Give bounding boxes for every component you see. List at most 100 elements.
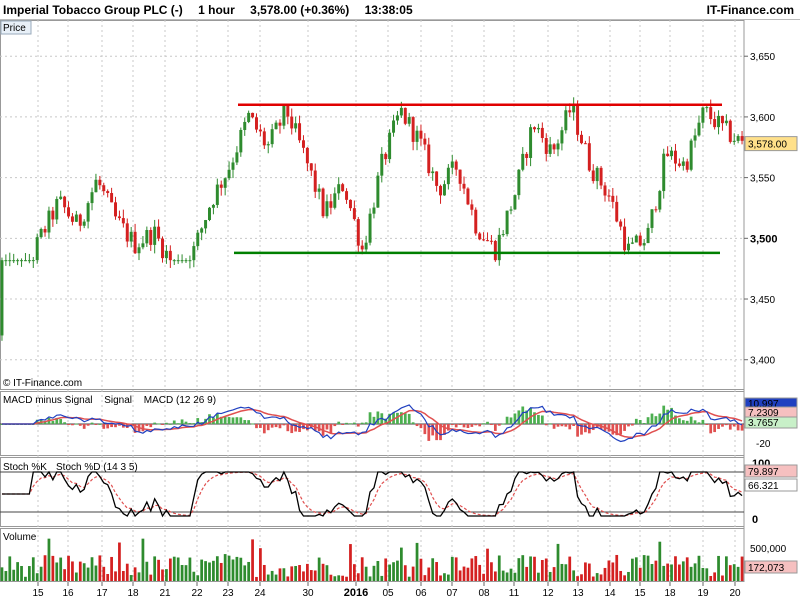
- candle-body: [74, 214, 78, 222]
- volume-bar: [121, 571, 125, 581]
- candle-body: [43, 229, 47, 233]
- candle-body: [67, 207, 71, 217]
- candle-body: [321, 188, 325, 217]
- macd-hist-bar: [548, 423, 552, 425]
- candle-body: [4, 260, 8, 262]
- candle-body: [356, 219, 360, 246]
- volume-bar: [490, 562, 493, 581]
- candle-body: [133, 231, 137, 254]
- macd-hist-bar: [294, 424, 298, 432]
- macd-hist-bar: [466, 424, 470, 428]
- volume-bar: [697, 555, 701, 581]
- macd-hist-bar: [196, 418, 200, 424]
- volume-bar: [685, 557, 689, 581]
- volume-bar: [274, 574, 278, 581]
- candle-body: [552, 144, 556, 150]
- volume-bar: [364, 566, 368, 581]
- macd-hist-bar: [513, 413, 517, 424]
- candle-body: [654, 209, 658, 211]
- volume-bar: [642, 555, 646, 581]
- macd-hist-bar: [356, 424, 360, 427]
- macd-hist-bar: [364, 422, 368, 424]
- x-tick-label: 07: [446, 588, 458, 599]
- candle-body: [556, 143, 560, 150]
- volume-bar: [678, 564, 681, 581]
- macd-hist-bar: [118, 424, 121, 426]
- macd-hist-bar: [399, 412, 403, 424]
- candle-body: [294, 123, 298, 129]
- candle-body: [51, 210, 55, 220]
- candle-body: [348, 199, 352, 209]
- macd-hist-bar: [259, 424, 262, 428]
- volume-bar: [611, 562, 615, 581]
- volume-bar: [368, 576, 372, 581]
- candle-body: [583, 143, 587, 145]
- candle-body: [149, 230, 153, 245]
- candle-body: [153, 226, 157, 245]
- candle-body: [458, 169, 462, 184]
- macd-hist-bar: [274, 424, 278, 428]
- volume-bar: [548, 571, 552, 581]
- volume-bar: [337, 575, 341, 581]
- volume-bar: [317, 557, 321, 581]
- macd-hist-bar: [501, 423, 505, 425]
- macd-hist-bar: [431, 424, 435, 436]
- macd-hist-bar: [446, 424, 450, 431]
- candle-body: [591, 170, 595, 182]
- candle-body: [98, 179, 102, 186]
- volume-bar: [572, 570, 576, 581]
- volume-bar: [443, 573, 446, 581]
- macd-hist-bar: [35, 419, 39, 424]
- candle-body: [630, 242, 634, 244]
- macd-hist-bar: [529, 408, 532, 424]
- candle-body: [728, 120, 732, 142]
- candle-body: [673, 150, 677, 164]
- macd-hist-bar: [685, 420, 689, 424]
- candle-body: [536, 127, 540, 130]
- volume-bar: [168, 558, 172, 581]
- candle-body: [325, 201, 329, 217]
- candle-body: [603, 185, 607, 196]
- macd-hist-bar: [290, 424, 294, 434]
- candle-body: [548, 144, 552, 154]
- macd-hist-bar: [102, 424, 106, 429]
- volume-bar: [133, 567, 137, 581]
- volume-bar: [458, 570, 462, 581]
- macd-hist-bar: [298, 424, 301, 432]
- volume-bar: [603, 567, 607, 581]
- volume-bar: [666, 563, 670, 581]
- candle-body: [513, 195, 517, 210]
- candle-body: [16, 260, 20, 262]
- candle-body: [431, 171, 435, 174]
- candle-body: [35, 237, 39, 261]
- volume-bar: [243, 565, 247, 581]
- macd-hist-bar: [615, 424, 619, 436]
- y-tick-label: 3,600: [750, 113, 775, 124]
- price-panel-tab: [0, 20, 32, 35]
- candle-body: [90, 192, 94, 204]
- volume-bar: [137, 572, 141, 581]
- candle-body: [337, 184, 341, 194]
- macd-hist-bar: [717, 424, 720, 429]
- volume-bar: [78, 561, 82, 581]
- macd-hist-bar: [74, 423, 78, 425]
- candle-body: [521, 153, 525, 170]
- volume-bar: [454, 557, 458, 581]
- macd-hist-bar: [345, 422, 348, 424]
- volume-bar: [31, 557, 35, 581]
- volume-bar: [172, 556, 176, 581]
- volume-bar: [4, 571, 8, 581]
- macd-hist-bar: [200, 422, 204, 424]
- candle-body: [399, 107, 403, 116]
- macd-hist-bar: [403, 413, 407, 424]
- macd-hist-bar: [705, 424, 709, 425]
- volume-bar: [623, 575, 626, 581]
- macd-hist-bar: [82, 424, 86, 429]
- macd-hist-bar: [349, 423, 352, 425]
- instrument-name: Imperial Tobacco Group PLC (-): [3, 3, 183, 17]
- volume-bar: [486, 548, 489, 581]
- volume-bar: [12, 569, 16, 581]
- volume-bar: [74, 572, 78, 581]
- volume-bar: [576, 576, 579, 581]
